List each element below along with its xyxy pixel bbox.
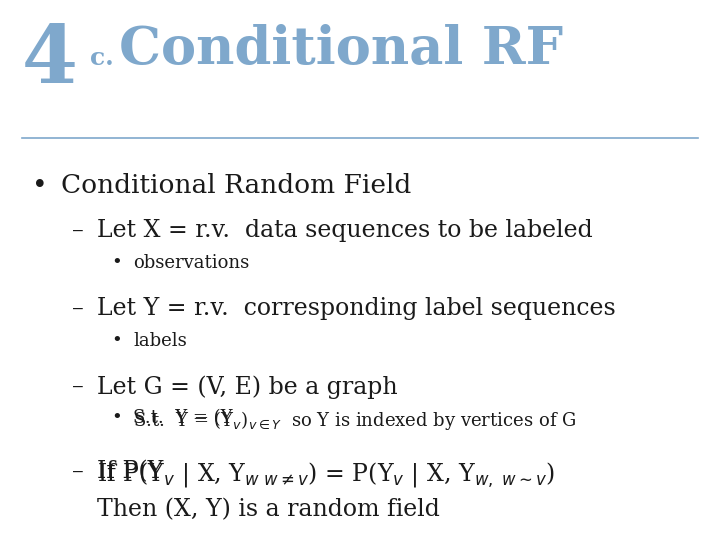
Text: Let G = (V, E) be a graph: Let G = (V, E) be a graph [97,375,398,399]
Text: –: – [72,297,84,320]
Text: Conditional Random Field: Conditional Random Field [61,173,411,198]
Text: If P(Y$_v$ | X, Y$_{w\ w\neq v}$) = P(Y$_v$ | X, Y$_{w,\ w\sim v}$)
Then (X, Y) : If P(Y$_v$ | X, Y$_{w\ w\neq v}$) = P(Y$… [97,460,555,521]
Text: •: • [112,409,122,427]
Text: –: – [72,375,84,399]
Text: If P(Y: If P(Y [97,460,163,483]
Text: •: • [112,332,122,350]
Text: labels: labels [133,332,187,350]
Text: Conditional RF: Conditional RF [119,24,563,75]
Text: –: – [72,219,84,242]
Text: •: • [32,173,48,198]
Text: –: – [72,460,84,483]
Text: S.t.  Y = (Y: S.t. Y = (Y [133,409,233,427]
Text: observations: observations [133,254,249,272]
Text: 4: 4 [22,22,78,99]
Text: •: • [112,254,122,272]
Text: c.: c. [90,46,114,70]
Text: Let Y = r.v.  corresponding label sequences: Let Y = r.v. corresponding label sequenc… [97,297,616,320]
Text: S.t.  Y = (Y$_v$)$_{v\in Y}$  so Y is indexed by vertices of G: S.t. Y = (Y$_v$)$_{v\in Y}$ so Y is inde… [133,409,577,433]
Text: Let X = r.v.  data sequences to be labeled: Let X = r.v. data sequences to be labele… [97,219,593,242]
